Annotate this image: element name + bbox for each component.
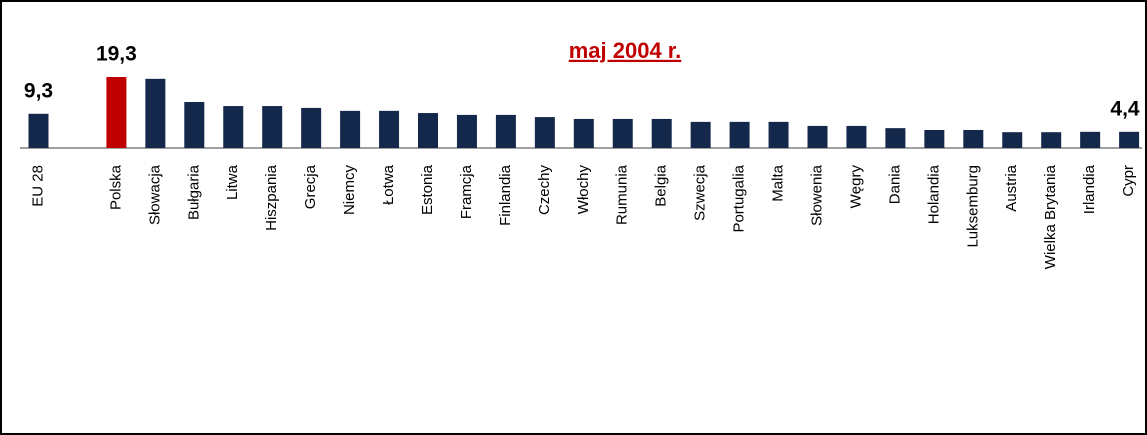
bar <box>301 107 322 148</box>
x-tick-label: Finlandia <box>497 164 514 226</box>
bar <box>690 121 711 148</box>
bar <box>846 125 867 148</box>
bar <box>379 110 400 148</box>
bar <box>495 114 516 148</box>
x-tick-label: Węgry <box>847 165 864 209</box>
bar <box>340 110 361 148</box>
x-tick-label: Estonia <box>419 164 436 215</box>
bar <box>885 128 906 148</box>
x-tick-label: Framcja <box>458 164 475 219</box>
x-tick-label: Włochy <box>575 165 592 215</box>
x-tick-label: Holandia <box>925 164 942 224</box>
x-tick-label: Hiszpania <box>263 164 280 231</box>
bar <box>418 113 438 148</box>
bar <box>223 106 244 148</box>
bar <box>28 113 49 148</box>
bar <box>106 77 127 148</box>
bar <box>612 118 633 148</box>
x-tick-label: Łotwa <box>380 164 397 205</box>
bar <box>1041 132 1062 148</box>
bar <box>807 125 828 148</box>
x-tick-label: Grecja <box>302 164 319 209</box>
bar <box>729 121 750 148</box>
x-tick-label: EU 28 <box>29 165 46 207</box>
x-tick-label: Malta <box>770 164 787 201</box>
x-tick-label: Dania <box>886 164 903 204</box>
bar <box>768 121 789 148</box>
bar <box>651 118 672 148</box>
bar <box>573 118 594 148</box>
bar <box>1119 131 1140 148</box>
chart-title: maj 2004 r. <box>569 38 682 63</box>
x-tick-label: Irlandia <box>1081 164 1098 214</box>
x-tick-label: Litwa <box>224 164 241 200</box>
value-label: 19,3 <box>96 43 137 66</box>
x-tick-label: Słowacja <box>146 164 163 225</box>
x-tick-label: Bułgaria <box>185 164 202 220</box>
x-tick-label: Portugalia <box>731 164 748 232</box>
x-tick-label: Niemcy <box>341 165 358 216</box>
x-tick-label: Czechy <box>536 165 553 216</box>
bar <box>184 102 205 148</box>
x-tick-label: Słowenia <box>808 164 825 226</box>
x-tick-label: Belgia <box>653 164 670 206</box>
bar <box>262 106 283 148</box>
bar <box>456 114 477 148</box>
x-tick-label: Wielka Brytania <box>1042 164 1059 269</box>
x-tick-label: Luksemburg <box>964 165 981 248</box>
bar <box>1080 131 1101 148</box>
value-label: 4,4 <box>1110 97 1140 120</box>
bar <box>534 117 555 148</box>
x-tick-label: Szwecja <box>692 164 709 221</box>
x-tick-label: Rumunia <box>614 164 631 225</box>
x-tick-label: Cypr <box>1120 165 1137 197</box>
x-tick-label: Polska <box>107 164 124 210</box>
bar <box>145 78 166 148</box>
bar <box>924 129 945 148</box>
bar <box>1002 132 1023 148</box>
value-label: 9,3 <box>24 79 53 102</box>
x-tick-label: Austria <box>1003 164 1020 211</box>
bar <box>963 129 984 148</box>
